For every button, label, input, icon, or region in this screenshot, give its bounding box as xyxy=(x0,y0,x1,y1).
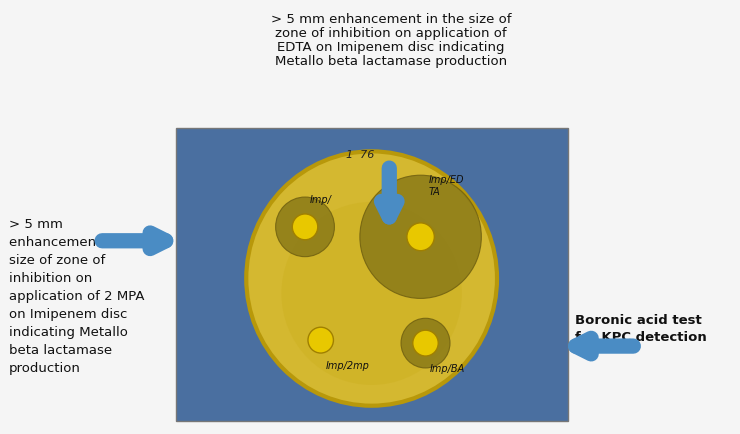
Circle shape xyxy=(413,330,438,356)
Circle shape xyxy=(275,197,334,257)
Circle shape xyxy=(407,224,434,251)
Text: Imp/: Imp/ xyxy=(310,194,332,204)
Circle shape xyxy=(308,328,334,353)
Circle shape xyxy=(281,202,462,385)
Text: zone of inhibition on application of: zone of inhibition on application of xyxy=(275,27,507,40)
Text: Imp/ED
TA: Imp/ED TA xyxy=(428,175,464,197)
Text: 1  76: 1 76 xyxy=(346,150,374,160)
Text: > 5 mm enhancement in the size of: > 5 mm enhancement in the size of xyxy=(271,13,511,26)
Text: Imp/2mp: Imp/2mp xyxy=(326,360,369,370)
Text: Imp/BA: Imp/BA xyxy=(429,363,465,373)
Text: EDTA on Imipenem disc indicating: EDTA on Imipenem disc indicating xyxy=(278,41,505,54)
Circle shape xyxy=(401,319,450,368)
Text: Boronic acid test
for KPC detection: Boronic acid test for KPC detection xyxy=(576,313,707,343)
Text: Metallo beta lactamase production: Metallo beta lactamase production xyxy=(275,55,508,68)
Text: > 5 mm
enhancement in the
size of zone of
inhibition on
application of 2 MPA
on : > 5 mm enhancement in the size of zone o… xyxy=(9,217,145,374)
Circle shape xyxy=(246,152,497,406)
Bar xyxy=(175,128,568,421)
Circle shape xyxy=(360,176,481,299)
Circle shape xyxy=(292,214,317,240)
